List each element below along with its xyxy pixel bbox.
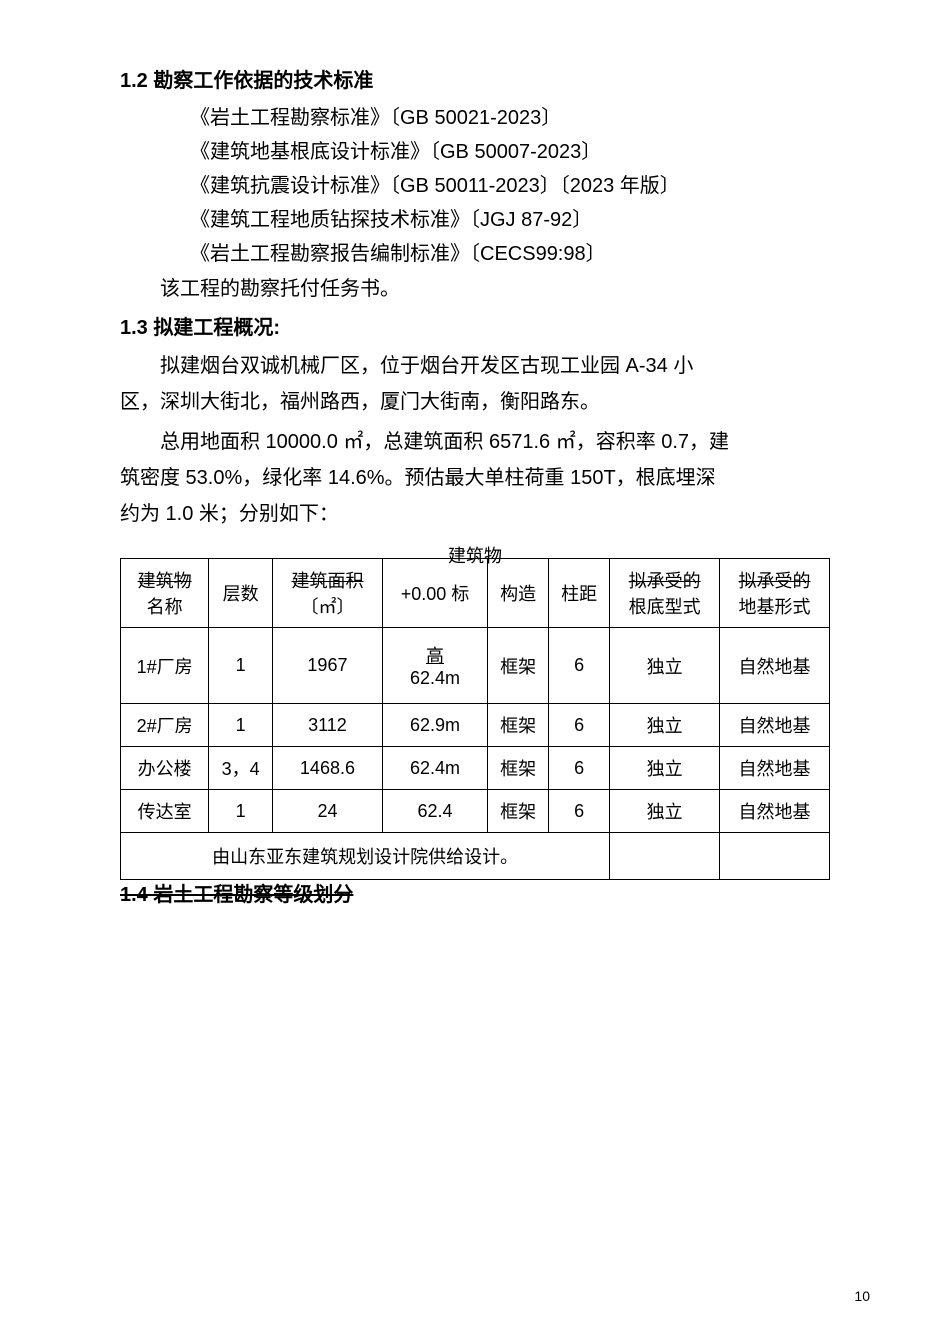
section-1-3-heading: 1.3 拟建工程概况: — [120, 311, 830, 340]
cell-span: 6 — [549, 747, 610, 790]
cell-floors: 1 — [209, 704, 273, 747]
cell-area: 1967 — [273, 628, 383, 704]
cell-name: 办公楼 — [121, 747, 209, 790]
th-area-top: 建筑面积 — [273, 559, 383, 594]
cell-area: 3112 — [273, 704, 383, 747]
cell-ground: 自然地基 — [720, 628, 830, 704]
para-line: 区，深圳大街北，福州路西，厦门大街南，衡阳路东。 — [120, 384, 830, 420]
cell-floors: 1 — [209, 628, 273, 704]
th-elev-top: +0.00 标 — [382, 559, 487, 628]
standards-list: 《岩土工程勘察标准》〔GB 50021-2023〕 《建筑地基根底设计标准》〔G… — [120, 101, 830, 271]
cell-found: 独立 — [610, 704, 720, 747]
buildings-table: 建筑物 层数 建筑面积 +0.00 标 构造 柱距 拟承受的 拟承受的 名称 〔… — [120, 558, 830, 880]
cell-span: 6 — [549, 790, 610, 833]
th-area: 〔㎡〕 — [273, 593, 383, 628]
cell-elev-val: 62.4m — [387, 668, 483, 689]
cell-elev-top: 高 — [387, 642, 483, 668]
standards-tail: 该工程的勘察托付任务书。 — [120, 271, 830, 307]
th-floors: 层数 — [209, 559, 273, 628]
table-row: 2#厂房 1 3112 62.9m 框架 6 独立 自然地基 — [121, 704, 830, 747]
standard-line: 《建筑工程地质钻探技术标准》〔JGJ 87-92〕 — [190, 203, 830, 237]
cell-elev: 62.4 — [382, 790, 487, 833]
th-struct: 构造 — [488, 559, 549, 628]
cell-struct: 框架 — [488, 790, 549, 833]
cell-area: 1468.6 — [273, 747, 383, 790]
cell-found: 独立 — [610, 747, 720, 790]
cell-found: 独立 — [610, 628, 720, 704]
standard-line: 《岩土工程勘察报告编制标准》〔CECS99:98〕 — [190, 237, 830, 271]
cell-struct: 框架 — [488, 628, 549, 704]
cell-name: 2#厂房 — [121, 704, 209, 747]
cell-span: 6 — [549, 628, 610, 704]
cell-floors: 1 — [209, 790, 273, 833]
th-span: 柱距 — [549, 559, 610, 628]
cell-area: 24 — [273, 790, 383, 833]
cell-name: 传达室 — [121, 790, 209, 833]
cell-ground: 自然地基 — [720, 704, 830, 747]
standard-line: 《岩土工程勘察标准》〔GB 50021-2023〕 — [190, 101, 830, 135]
standard-line: 《建筑抗震设计标准》〔GB 50011-2023〕〔2023 年版〕 — [190, 169, 830, 203]
cell-span: 6 — [549, 704, 610, 747]
th-ground-top: 拟承受的 — [720, 559, 830, 594]
th-found-top: 拟承受的 — [610, 559, 720, 594]
section-1-2-heading: 1.2 勘察工作依据的技术标准 — [120, 64, 830, 93]
th-name: 名称 — [121, 593, 209, 628]
cell-elev: 62.4m — [382, 747, 487, 790]
th-found: 根底型式 — [610, 593, 720, 628]
project-overview-para2: 总用地面积 10000.0 ㎡，总建筑面积 6571.6 ㎡，容积率 0.7，建… — [120, 424, 830, 532]
cell-name: 1#厂房 — [121, 628, 209, 704]
cell-ground: 自然地基 — [720, 790, 830, 833]
cell-found: 独立 — [610, 790, 720, 833]
cell-struct: 框架 — [488, 747, 549, 790]
para-line: 总用地面积 10000.0 ㎡，总建筑面积 6571.6 ㎡，容积率 0.7，建 — [120, 424, 830, 460]
table-row: 办公楼 3，4 1468.6 62.4m 框架 6 独立 自然地基 — [121, 747, 830, 790]
th-name-top: 建筑物 — [121, 559, 209, 594]
para-line: 拟建烟台双诚机械厂区，位于烟台开发区古现工业园 A-34 小 — [120, 348, 830, 384]
page-number: 10 — [854, 1288, 870, 1304]
th-ground: 地基形式 — [720, 593, 830, 628]
project-overview-para1: 拟建烟台双诚机械厂区，位于烟台开发区古现工业园 A-34 小 区，深圳大街北，福… — [120, 348, 830, 420]
section-1-4-heading: 1.4 岩土工程勘察等级划分 — [120, 878, 830, 907]
table-row: 传达室 1 24 62.4 框架 6 独立 自然地基 — [121, 790, 830, 833]
cell-struct: 框架 — [488, 704, 549, 747]
cell-floors: 3，4 — [209, 747, 273, 790]
para-line: 筑密度 53.0%，绿化率 14.6%。预估最大单柱荷重 150T，根底埋深 — [120, 460, 830, 496]
standard-line: 《建筑地基根底设计标准》〔GB 50007-2023〕 — [190, 135, 830, 169]
para-line: 约为 1.0 米；分别如下： — [120, 496, 830, 532]
table-footer-empty — [610, 833, 720, 880]
table-footer-text: 由山东亚东建筑规划设计院供给设计。 — [121, 833, 610, 880]
table-row: 1#厂房 1 1967 高 62.4m 框架 6 独立 自然地基 — [121, 628, 830, 704]
cell-elev: 62.9m — [382, 704, 487, 747]
cell-ground: 自然地基 — [720, 747, 830, 790]
table-footer-empty — [720, 833, 830, 880]
cell-elev: 高 62.4m — [382, 628, 487, 704]
table-footer-row: 由山东亚东建筑规划设计院供给设计。 — [121, 833, 830, 880]
